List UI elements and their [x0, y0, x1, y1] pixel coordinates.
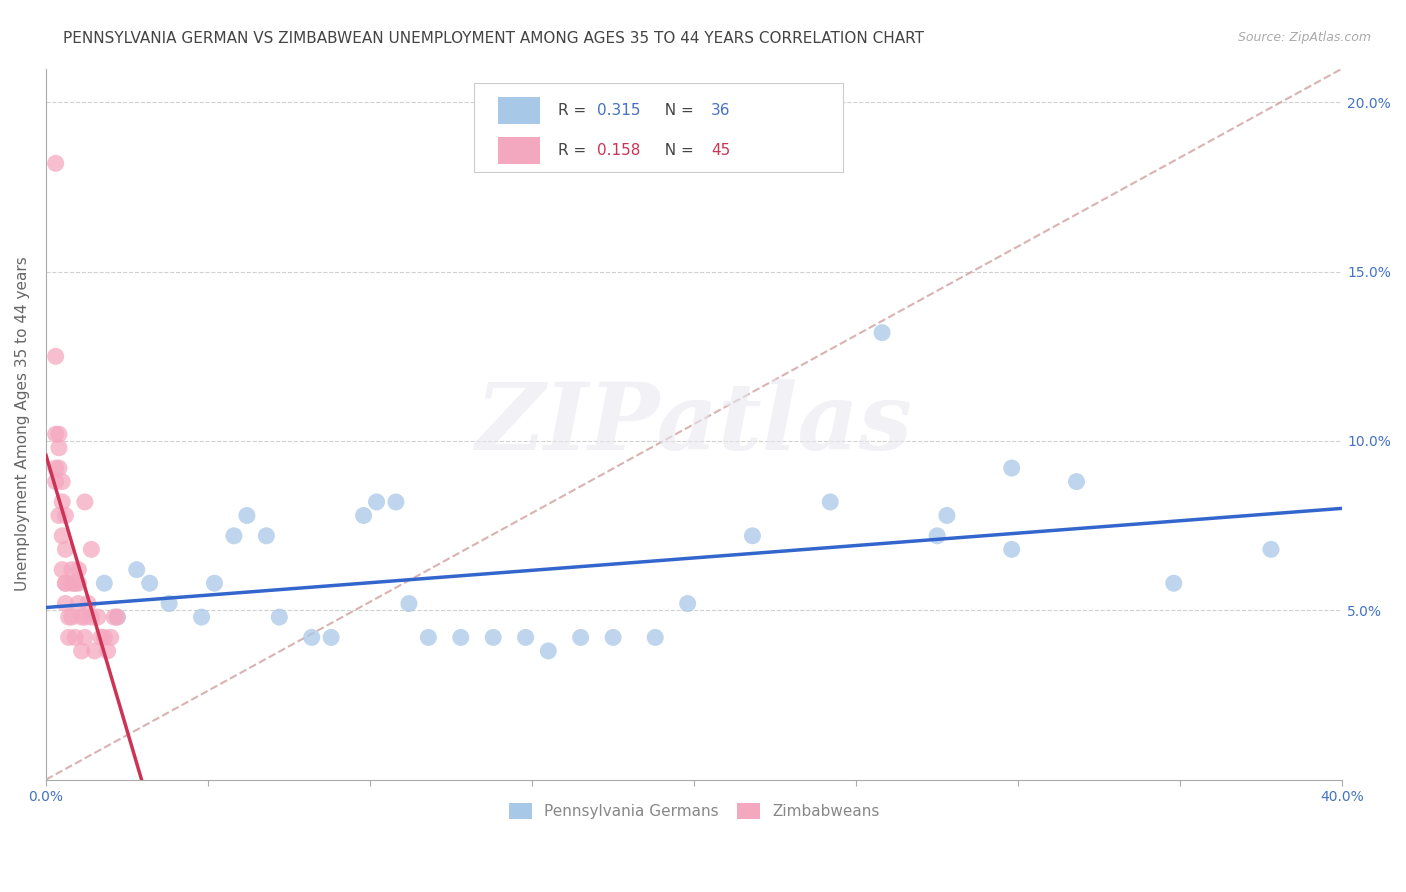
Point [644, 631, 666, 645]
Point [269, 610, 291, 624]
Point [602, 631, 624, 645]
Point [93, 631, 115, 645]
Text: R =: R = [558, 143, 591, 158]
Point [63, 576, 86, 591]
FancyBboxPatch shape [498, 97, 540, 124]
Point [450, 631, 472, 645]
Point [55, 542, 77, 557]
Point [301, 631, 323, 645]
Text: 45: 45 [711, 143, 730, 158]
Point [103, 610, 125, 624]
Point [222, 529, 245, 543]
FancyBboxPatch shape [474, 83, 844, 171]
Point [73, 610, 96, 624]
Point [51, 529, 73, 543]
Point [254, 529, 277, 543]
Text: 0.158: 0.158 [598, 143, 640, 158]
Text: N =: N = [655, 143, 699, 158]
Point [48, 508, 70, 523]
Point [55, 576, 77, 591]
Point [67, 563, 90, 577]
Point [60, 563, 83, 577]
Point [818, 495, 841, 509]
Text: 0.315: 0.315 [598, 103, 640, 119]
Point [138, 576, 160, 591]
Text: PENNSYLVANIA GERMAN VS ZIMBABWEAN UNEMPLOYMENT AMONG AGES 35 TO 44 YEARS CORRELA: PENNSYLVANIA GERMAN VS ZIMBABWEAN UNEMPL… [63, 31, 924, 46]
Point [1001, 461, 1024, 475]
Point [1163, 576, 1185, 591]
Point [100, 631, 122, 645]
Point [1066, 475, 1088, 489]
Point [90, 631, 112, 645]
Point [418, 631, 440, 645]
Point [45, 461, 67, 475]
Point [55, 576, 77, 591]
Point [385, 495, 408, 509]
Point [935, 508, 957, 523]
Point [73, 495, 96, 509]
Point [105, 610, 128, 624]
Point [482, 631, 505, 645]
Point [569, 631, 592, 645]
Point [55, 597, 77, 611]
Point [741, 529, 763, 543]
Point [45, 427, 67, 442]
Point [51, 563, 73, 577]
Point [125, 563, 148, 577]
Point [45, 349, 67, 363]
Point [927, 529, 949, 543]
Point [353, 508, 375, 523]
Point [58, 610, 80, 624]
Point [63, 631, 86, 645]
Point [77, 597, 100, 611]
Point [1001, 542, 1024, 557]
Text: Source: ZipAtlas.com: Source: ZipAtlas.com [1237, 31, 1371, 45]
Point [157, 597, 180, 611]
Text: 36: 36 [711, 103, 731, 119]
Point [96, 644, 118, 658]
Point [321, 631, 343, 645]
Point [63, 576, 86, 591]
Point [73, 631, 96, 645]
Point [45, 156, 67, 170]
Point [83, 644, 105, 658]
Point [67, 597, 90, 611]
Point [67, 576, 90, 591]
Point [80, 542, 103, 557]
Point [204, 576, 226, 591]
Point [537, 644, 560, 658]
Y-axis label: Unemployment Among Ages 35 to 44 years: Unemployment Among Ages 35 to 44 years [15, 257, 30, 591]
Point [60, 576, 83, 591]
Point [55, 508, 77, 523]
Point [870, 326, 893, 340]
Point [93, 576, 115, 591]
Point [45, 475, 67, 489]
Point [366, 495, 388, 509]
Point [48, 461, 70, 475]
Point [190, 610, 212, 624]
Point [87, 610, 110, 624]
Text: R =: R = [558, 103, 591, 119]
Legend: Pennsylvania Germans, Zimbabweans: Pennsylvania Germans, Zimbabweans [503, 797, 886, 825]
Point [515, 631, 537, 645]
Point [398, 597, 420, 611]
Text: N =: N = [655, 103, 699, 119]
Point [58, 631, 80, 645]
Point [70, 610, 93, 624]
Point [676, 597, 699, 611]
Text: ZIPatlas: ZIPatlas [475, 379, 912, 469]
Point [51, 495, 73, 509]
Point [48, 427, 70, 442]
Point [236, 508, 259, 523]
Point [48, 441, 70, 455]
Point [105, 610, 128, 624]
Point [70, 644, 93, 658]
Point [60, 610, 83, 624]
Point [51, 475, 73, 489]
Point [80, 610, 103, 624]
FancyBboxPatch shape [498, 136, 540, 163]
Point [1260, 542, 1282, 557]
